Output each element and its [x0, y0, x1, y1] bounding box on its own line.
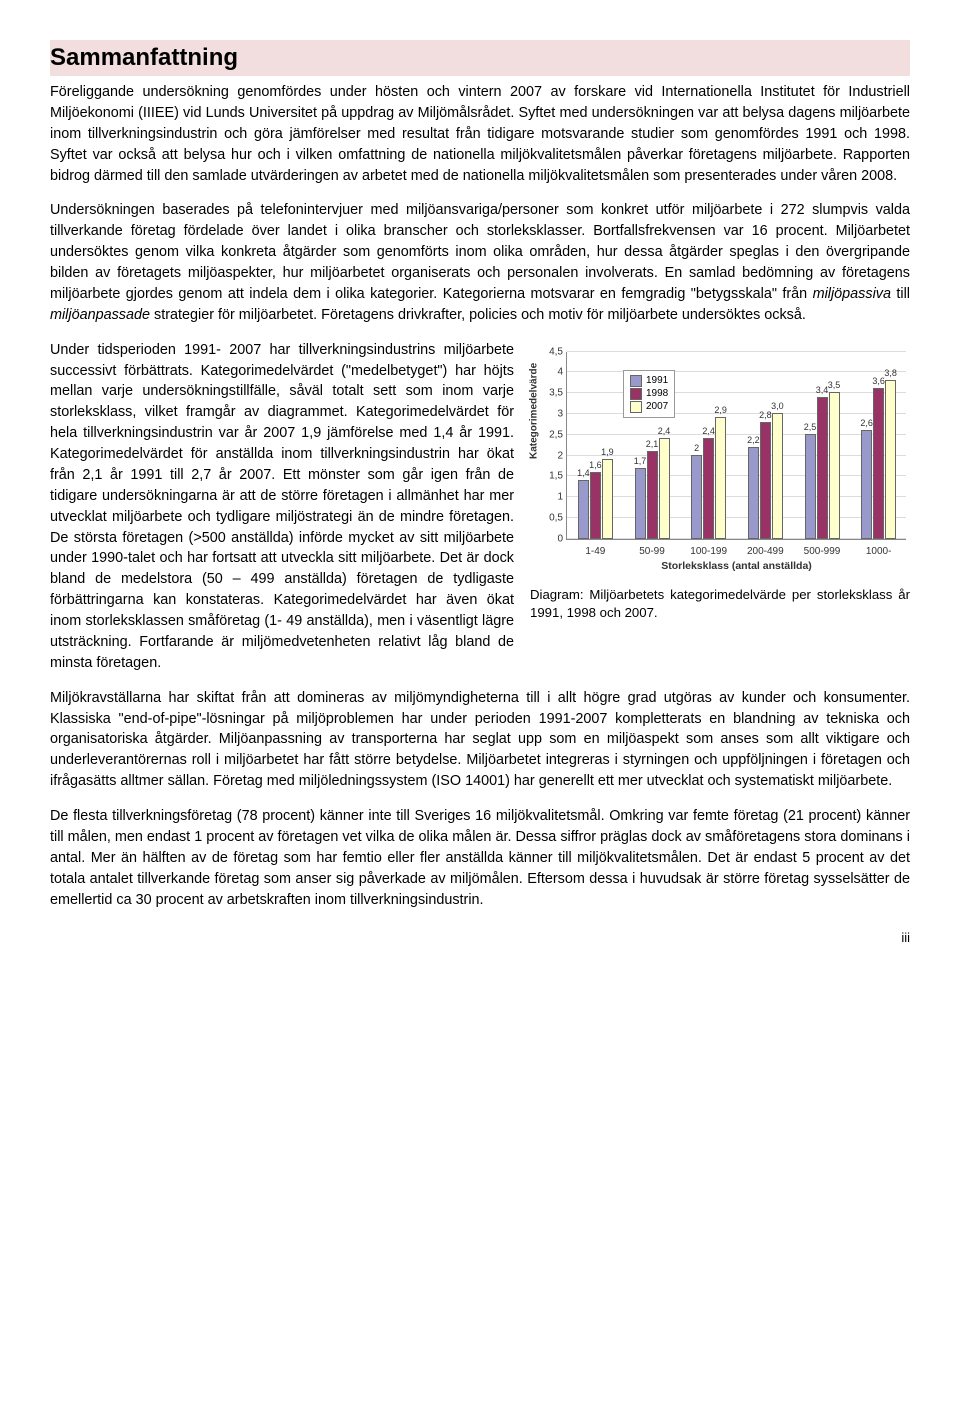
chart-bar: 2,2: [748, 447, 759, 539]
chart-bar-group: 22,42,9: [691, 417, 726, 538]
chart-bar-value: 2,1: [646, 439, 659, 449]
title-bar: Sammanfattning: [50, 40, 910, 76]
chart-bar-value: 3,5: [828, 380, 841, 390]
chart-bar: 2,4: [659, 438, 670, 538]
chart-bar-value: 1,7: [634, 456, 647, 466]
para2-em2: miljöanpassade: [50, 307, 150, 323]
chart-bar-value: 2,5: [804, 422, 817, 432]
chart-bar: 2: [691, 455, 702, 539]
chart-bar: 2,4: [703, 438, 714, 538]
page-number: iii: [50, 930, 910, 945]
chart-gridline: [567, 475, 906, 476]
chart-legend-swatch: [630, 375, 642, 387]
chart-bar-group: 1,41,61,9: [578, 459, 613, 538]
para2-mid: till: [891, 286, 910, 302]
chart-xtick: 500-999: [804, 546, 841, 557]
chart-legend-item: 1998: [630, 388, 668, 400]
chart-bar-value: 1,9: [601, 447, 614, 457]
chart-gridline: [567, 392, 906, 393]
para2-em1: miljöpassiva: [813, 286, 891, 302]
chart-xtick: 1000-: [866, 546, 892, 557]
bar-chart: Kategorimedelvärde Storleksklass (antal …: [530, 344, 910, 574]
chart-bar: 1,6: [590, 472, 601, 539]
chart-bar-value: 1,6: [589, 460, 602, 470]
chart-bar: 2,5: [805, 434, 816, 538]
chart-bar: 1,4: [578, 480, 589, 538]
chart-legend-item: 2007: [630, 401, 668, 413]
chart-bar-value: 2,2: [747, 435, 760, 445]
chart-gridline: [567, 517, 906, 518]
paragraph-1: Föreliggande undersökning genomfördes un…: [50, 82, 910, 186]
chart-ytick: 1: [537, 492, 563, 503]
chart-ytick: 4,5: [537, 346, 563, 357]
chart-bar: 3,6: [873, 388, 884, 538]
chart-legend-label: 1998: [646, 388, 668, 399]
chart-bar-value: 3,6: [872, 376, 885, 386]
chart-bar: 3,0: [772, 413, 783, 538]
chart-legend-swatch: [630, 401, 642, 413]
chart-container: Kategorimedelvärde Storleksklass (antal …: [530, 344, 910, 623]
paragraph-4: Miljökravställarna har skiftat från att …: [50, 688, 910, 792]
chart-xtick: 100-199: [690, 546, 727, 557]
chart-legend-item: 1991: [630, 375, 668, 387]
chart-caption: Diagram: Miljöarbetets kategorimedelvärd…: [530, 586, 910, 623]
paragraph-5: De flesta tillverkningsföretag (78 proce…: [50, 806, 910, 910]
page-title: Sammanfattning: [50, 44, 910, 72]
chart-plot-area: Storleksklass (antal anställda) 00,511,5…: [566, 352, 906, 540]
chart-bar: 3,8: [885, 380, 896, 539]
chart-ytick: 3,5: [537, 388, 563, 399]
chart-gridline: [567, 538, 906, 539]
chart-gridline: [567, 455, 906, 456]
chart-bar-value: 3,4: [816, 385, 829, 395]
chart-bar-value: 2,8: [759, 410, 772, 420]
chart-bar-value: 2,6: [860, 418, 873, 428]
chart-bar: 2,6: [861, 430, 872, 539]
chart-legend-swatch: [630, 388, 642, 400]
chart-bar-value: 3,0: [771, 401, 784, 411]
chart-bar: 1,7: [635, 468, 646, 539]
chart-bar-value: 3,8: [884, 368, 897, 378]
chart-bar: 1,9: [602, 459, 613, 538]
chart-bar-value: 2,4: [658, 426, 671, 436]
chart-legend: 1991 1998 2007: [623, 370, 675, 418]
para2-run-b: strategier för miljöarbetet. Företagens …: [150, 307, 806, 323]
paragraph-2: Undersökningen baserades på telefoninter…: [50, 200, 910, 325]
chart-bar: 2,1: [647, 451, 658, 539]
chart-bar-group: 2,22,83,0: [748, 413, 783, 538]
chart-bar: 2,8: [760, 422, 771, 539]
chart-ytick: 3: [537, 408, 563, 419]
chart-bar: 2,9: [715, 417, 726, 538]
chart-ytick: 2: [537, 450, 563, 461]
chart-legend-label: 2007: [646, 401, 668, 412]
chart-ytick: 1,5: [537, 471, 563, 482]
chart-ytick: 4: [537, 367, 563, 378]
chart-bar-group: 1,72,12,4: [635, 438, 670, 538]
chart-ytick: 0,5: [537, 512, 563, 523]
chart-bar: 3,4: [817, 397, 828, 539]
chart-bar-group: 2,63,63,8: [861, 380, 896, 539]
chart-xtick: 50-99: [639, 546, 665, 557]
chart-gridline: [567, 434, 906, 435]
chart-bar: 3,5: [829, 392, 840, 538]
chart-ytick: 2,5: [537, 429, 563, 440]
chart-bar-group: 2,53,43,5: [805, 392, 840, 538]
chart-bar-value: 2,9: [714, 405, 727, 415]
chart-bar-value: 1,4: [577, 468, 590, 478]
chart-ytick: 0: [537, 533, 563, 544]
chart-xtick: 1-49: [585, 546, 605, 557]
chart-bar-value: 2,4: [702, 426, 715, 436]
chart-gridline: [567, 351, 906, 352]
chart-gridline: [567, 371, 906, 372]
chart-legend-label: 1991: [646, 375, 668, 386]
chart-x-label: Storleksklass (antal anställda): [661, 560, 812, 572]
chart-bar-value: 2: [694, 443, 699, 453]
para2-run-a: Undersökningen baserades på telefoninter…: [50, 202, 910, 302]
chart-xtick: 200-499: [747, 546, 784, 557]
chart-gridline: [567, 413, 906, 414]
chart-gridline: [567, 496, 906, 497]
